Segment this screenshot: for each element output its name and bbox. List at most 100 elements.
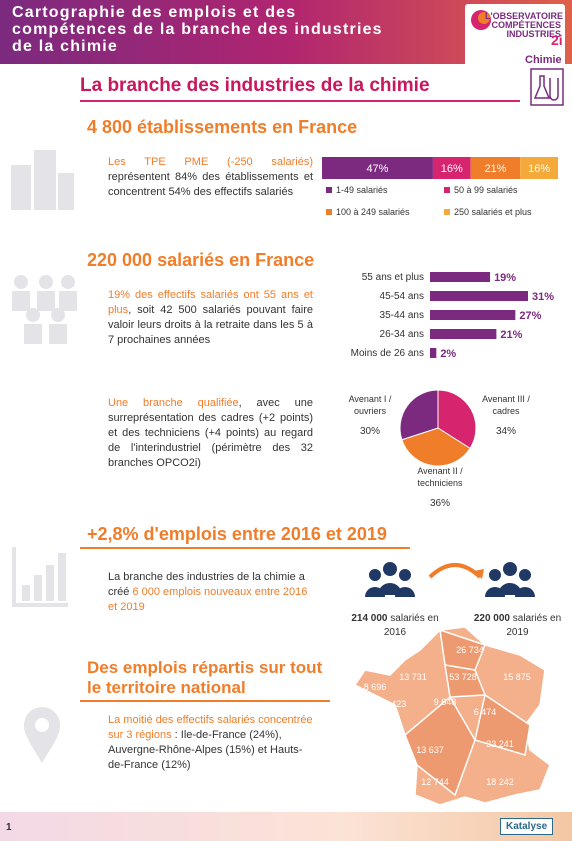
region-value: 12 744 bbox=[421, 777, 449, 787]
pie-chart: Avenant III / cadres 34% Avenant II / techni… bbox=[349, 389, 530, 509]
region-value: 33 241 bbox=[486, 739, 514, 749]
logo-line: COMPÉTENCES bbox=[491, 20, 561, 30]
region-value: 18 242 bbox=[486, 777, 514, 787]
value-label: 19% bbox=[494, 272, 516, 284]
bar-segment bbox=[520, 157, 558, 179]
legend-swatch bbox=[444, 187, 450, 193]
logo-tag: Chimie bbox=[525, 54, 562, 66]
section-heading: 4 800 établissements en France bbox=[87, 117, 358, 137]
employees-icons bbox=[365, 562, 535, 597]
section-text: La branche des industries de la chimie a… bbox=[108, 570, 318, 615]
region-value: 6 474 bbox=[474, 707, 497, 717]
bar bbox=[430, 310, 516, 320]
slice-label: Avenant II / techniciens bbox=[417, 466, 463, 488]
after-number: 220 000 bbox=[473, 613, 510, 624]
people-icon bbox=[12, 275, 77, 344]
logo: L'OBSERVATOIRE COMPÉTENCES INDUSTRIES 2i… bbox=[465, 4, 565, 86]
region-value: 13 637 bbox=[416, 745, 444, 755]
pin-icon bbox=[24, 707, 60, 763]
value-label: 16% bbox=[441, 163, 463, 175]
value-label: 2% bbox=[440, 348, 456, 360]
map-regions bbox=[404, 628, 531, 797]
value-label: 21% bbox=[484, 163, 506, 175]
highlight: Les TPE PME (-250 salariés) bbox=[108, 156, 313, 168]
buildings-icon bbox=[11, 150, 74, 210]
page-number: 1 bbox=[6, 822, 12, 833]
main-title: La branche des industries de la chimie bbox=[80, 75, 430, 96]
legend-label: 250 salariés et plus bbox=[454, 207, 532, 217]
category-label: 35-44 ans bbox=[380, 310, 424, 321]
legend-label: 50 à 99 salariés bbox=[454, 185, 518, 195]
pie-slice bbox=[399, 389, 439, 441]
highlight: Une branche qualifiée bbox=[108, 397, 239, 409]
section-text: Les TPE PME (-250 salariés) représentent… bbox=[108, 155, 313, 200]
title-rule bbox=[80, 100, 520, 102]
category-label: 55 ans et plus bbox=[362, 272, 424, 283]
category-label: 26-34 ans bbox=[380, 329, 424, 340]
section-heading: 220 000 salariés en France bbox=[87, 250, 315, 270]
value-label: 30% bbox=[360, 426, 380, 437]
after-label: 220 000 salariés en 2019 bbox=[470, 612, 565, 640]
footer-band bbox=[0, 812, 572, 841]
category-label: Moins de 26 ans bbox=[351, 348, 424, 359]
stacked-bar-chart: 47% 1-49 salariés 16% 50 à 99 salariés 21% 10… bbox=[322, 157, 558, 217]
legend-label: 1-49 salariés bbox=[336, 185, 388, 195]
value-label: 31% bbox=[532, 291, 554, 303]
header-title: Cartographie des emplois et des compéten… bbox=[12, 4, 383, 55]
value-label: 27% bbox=[519, 310, 541, 322]
value-label: 21% bbox=[500, 329, 522, 341]
region-value: 15 875 bbox=[503, 672, 531, 682]
legend-label: 100 à 249 salariés bbox=[336, 207, 410, 217]
highlight: 6 000 emplois nouveaux entre 2016 et 201… bbox=[108, 586, 308, 613]
before-text: salariés en 2016 bbox=[383, 613, 439, 638]
france-map: 26 734 13 731 53 728 15 875 8 696 7 423 9 648 6… bbox=[353, 626, 551, 806]
region-value: 26 734 bbox=[456, 645, 484, 655]
text: La branche des industries de la chimie a… bbox=[108, 571, 305, 598]
section-rule bbox=[80, 700, 330, 702]
slice-label: Avenant I / ouvriers bbox=[349, 394, 392, 416]
section-heading: +2,8% d'emplois entre 2016 et 2019 bbox=[87, 524, 387, 544]
brand: Katalyse bbox=[500, 818, 554, 835]
value-label: 34% bbox=[496, 426, 516, 437]
region-value: 53 728 bbox=[449, 672, 477, 682]
bar-segment bbox=[432, 157, 471, 179]
text: représentent 84% des établissements et c… bbox=[108, 171, 313, 198]
chart-icon bbox=[12, 547, 68, 607]
age-bar-chart: 55 ans et plus 19% 45-54 ans 31% 35-44 ans 27… bbox=[351, 272, 554, 360]
section-text: 19% des effectifs salariés ont 55 ans et… bbox=[108, 288, 313, 348]
section-text: La moitié des effectifs salariés concent… bbox=[108, 713, 313, 773]
bar bbox=[430, 291, 528, 301]
bar-segment bbox=[470, 157, 521, 179]
region-value: 7 423 bbox=[384, 699, 407, 709]
section-text: Une branche qualifiée, avec une surrepré… bbox=[108, 396, 313, 471]
before-label: 214 000 salariés en 2016 bbox=[350, 612, 440, 640]
text: : Ile-de-France (24%), Auvergne-Rhône-Al… bbox=[108, 729, 303, 771]
value-label: 16% bbox=[528, 163, 550, 175]
highlight: La moitié des effectifs salariés concent… bbox=[108, 714, 313, 741]
chemistry-icon bbox=[530, 68, 564, 106]
category-label: 45-54 ans bbox=[380, 291, 424, 302]
logo-2i: 2i bbox=[551, 32, 563, 48]
before-number: 214 000 bbox=[351, 613, 388, 624]
logo-icon bbox=[471, 10, 491, 30]
legend-swatch bbox=[444, 209, 450, 215]
legend-swatch bbox=[326, 187, 332, 193]
value-label: 47% bbox=[366, 163, 388, 175]
text: , soit 42 500 salariés pouvant faire val… bbox=[108, 304, 313, 346]
bar-segment bbox=[322, 157, 433, 179]
text: , avec une surreprésentation des cadres … bbox=[108, 397, 313, 469]
section-rule bbox=[80, 547, 410, 549]
value-label: 36% bbox=[430, 498, 450, 509]
region-value: 9 648 bbox=[434, 697, 457, 707]
after-text: salariés en 2019 bbox=[506, 613, 562, 638]
section-heading: Des emplois répartis sur tout le territo… bbox=[87, 658, 323, 697]
highlight: 19% des effectifs salariés ont 55 ans et… bbox=[108, 289, 313, 316]
region-value: 13 731 bbox=[399, 672, 427, 682]
bar bbox=[430, 329, 497, 339]
logo-line: INDUSTRIES bbox=[506, 29, 561, 39]
slice-label: Avenant III / cadres bbox=[482, 394, 530, 416]
bar bbox=[430, 272, 491, 282]
bar bbox=[430, 348, 437, 358]
pie-slice bbox=[401, 427, 471, 467]
